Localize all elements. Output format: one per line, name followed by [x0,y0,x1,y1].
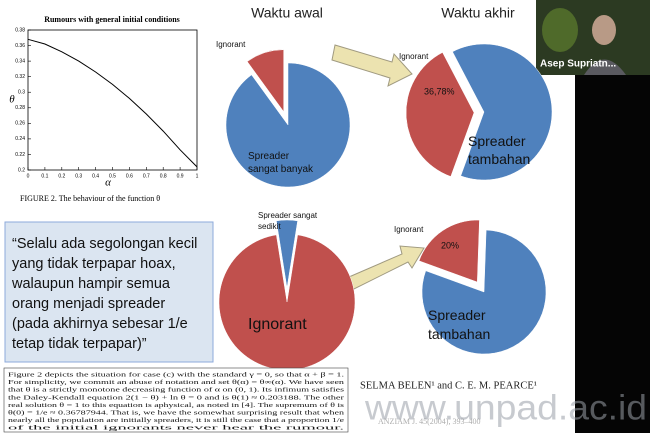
value-label: 20% [441,240,459,250]
label-line: Spreader [428,307,489,323]
authors: SELMA BELEN¹ and C. E. M. PEARCE¹ [360,380,537,391]
y-tick-label: 0.32 [15,74,25,80]
label-line: Spreader [248,151,292,162]
excerpt-line: real solution θ = 1 to this equation is … [8,402,345,409]
label-line: sedikit [258,222,281,231]
x-tick-label: 0.6 [126,173,133,179]
x-tick-label: 0.5 [109,173,116,179]
excerpt-line: of the initial ignorants never hear the … [8,425,345,432]
x-tick-label: 1 [196,173,199,179]
pie-slice [225,62,351,188]
label-line: Spreader sangat [258,211,319,220]
y-tick-label: 0.28 [15,105,25,111]
quote-line: (pada akhirnya sebesar 1/e [12,316,188,332]
y-tick-label: 0.24 [15,136,25,142]
quote-box [4,221,214,363]
y-tick-label: 0.38 [15,27,25,33]
slice-label: Spreader tambahan [428,307,490,342]
label-line: Ignorant [394,225,424,234]
line [27,38,198,168]
quote-line: orang menjadi spreader [12,296,165,312]
y-tick-label: 0.2 [18,167,25,173]
quote-line: tetap tidak terpapar)” [12,336,147,352]
watermark: www.unpad.ac.id [364,388,647,427]
label-line: Ignorant [399,52,429,61]
pie-slice [421,229,547,355]
pie-slice [452,43,553,181]
slice-label: Spreader sangat banyak [248,151,314,175]
participant-name: Asep Supriatn... [540,59,616,70]
webcam: Asep Supriatn... [536,0,650,75]
slice-label: Spreader tambahan [468,133,530,167]
x-tick-label: 0.1 [41,173,48,179]
label-line: sangat banyak [248,164,314,175]
label-line: Spreader [468,133,529,149]
y-tick-label: 0.34 [15,58,25,64]
x-tick-label: 0.8 [160,173,167,179]
y-axis-label: θ [9,94,15,106]
x-tick-label: 0.2 [58,173,65,179]
value-label: 36,78% [424,86,455,96]
x-tick-label: 0.9 [177,173,184,179]
pie-title: Waktu awal [251,5,323,21]
excerpt-line: nearly all the population are initially … [8,417,344,424]
excerpt-line: θ(0) = 1/e ≈ 0.36787944. That is, we hav… [8,410,345,417]
excerpt-line: For simplicity, we commit an abuse of no… [8,379,345,386]
y-tick-label: 0.26 [15,121,25,127]
journal: ANZIAM J. 45(2004), 393–400 [378,417,480,426]
pie-title: Waktu akhir [441,5,515,21]
slice-label: Ignorant [394,225,424,234]
excerpt-line: Figure 2 depicts the situation for case … [8,372,345,379]
pie-slice [418,219,480,283]
label-line: Ignorant [248,316,307,333]
x-tick-label: 0.4 [92,173,99,179]
slice-label: Ignorant [216,40,246,49]
slice-label: Ignorant [248,316,307,333]
x-axis-label: α [105,177,111,189]
excerpt-line: the Daley-Kendall equation 2(1 − θ) + ln… [8,394,345,401]
quote-line: walaupun hampir semua [11,276,171,292]
x-tick-label: 0.7 [143,173,150,179]
chart-caption: FIGURE 2. The behaviour of the function … [20,194,160,203]
y-tick-label: 0.3 [18,90,25,96]
y-tick-label: 0.22 [15,152,25,158]
y-tick-label: 0.36 [15,43,25,49]
arrow [341,245,425,293]
label-line: tambahan [468,151,530,167]
slice-label: Spreader sangat sedikit [258,211,319,231]
quote-line: yang tidak terpapar hoax, [12,256,176,272]
face [592,15,616,45]
label-line: Ignorant [216,40,246,49]
quote-line: “Selalu ada segolongan kecil [12,236,197,252]
excerpt-line: that θ is a strictly monotone decreasing… [8,387,345,394]
x-tick-label: 0 [27,173,30,179]
slice-label: Ignorant [399,52,429,61]
pie-slice [276,219,298,289]
arrow [331,44,413,87]
label-line: tambahan [428,326,490,342]
pie-slice [405,52,475,177]
chart-title: Rumours with general initial conditions [44,15,180,24]
shoulders [584,59,626,75]
x-tick-label: 0.3 [75,173,82,179]
pie-slice [246,49,284,113]
excerpt-border [3,367,349,433]
plant [542,8,578,52]
